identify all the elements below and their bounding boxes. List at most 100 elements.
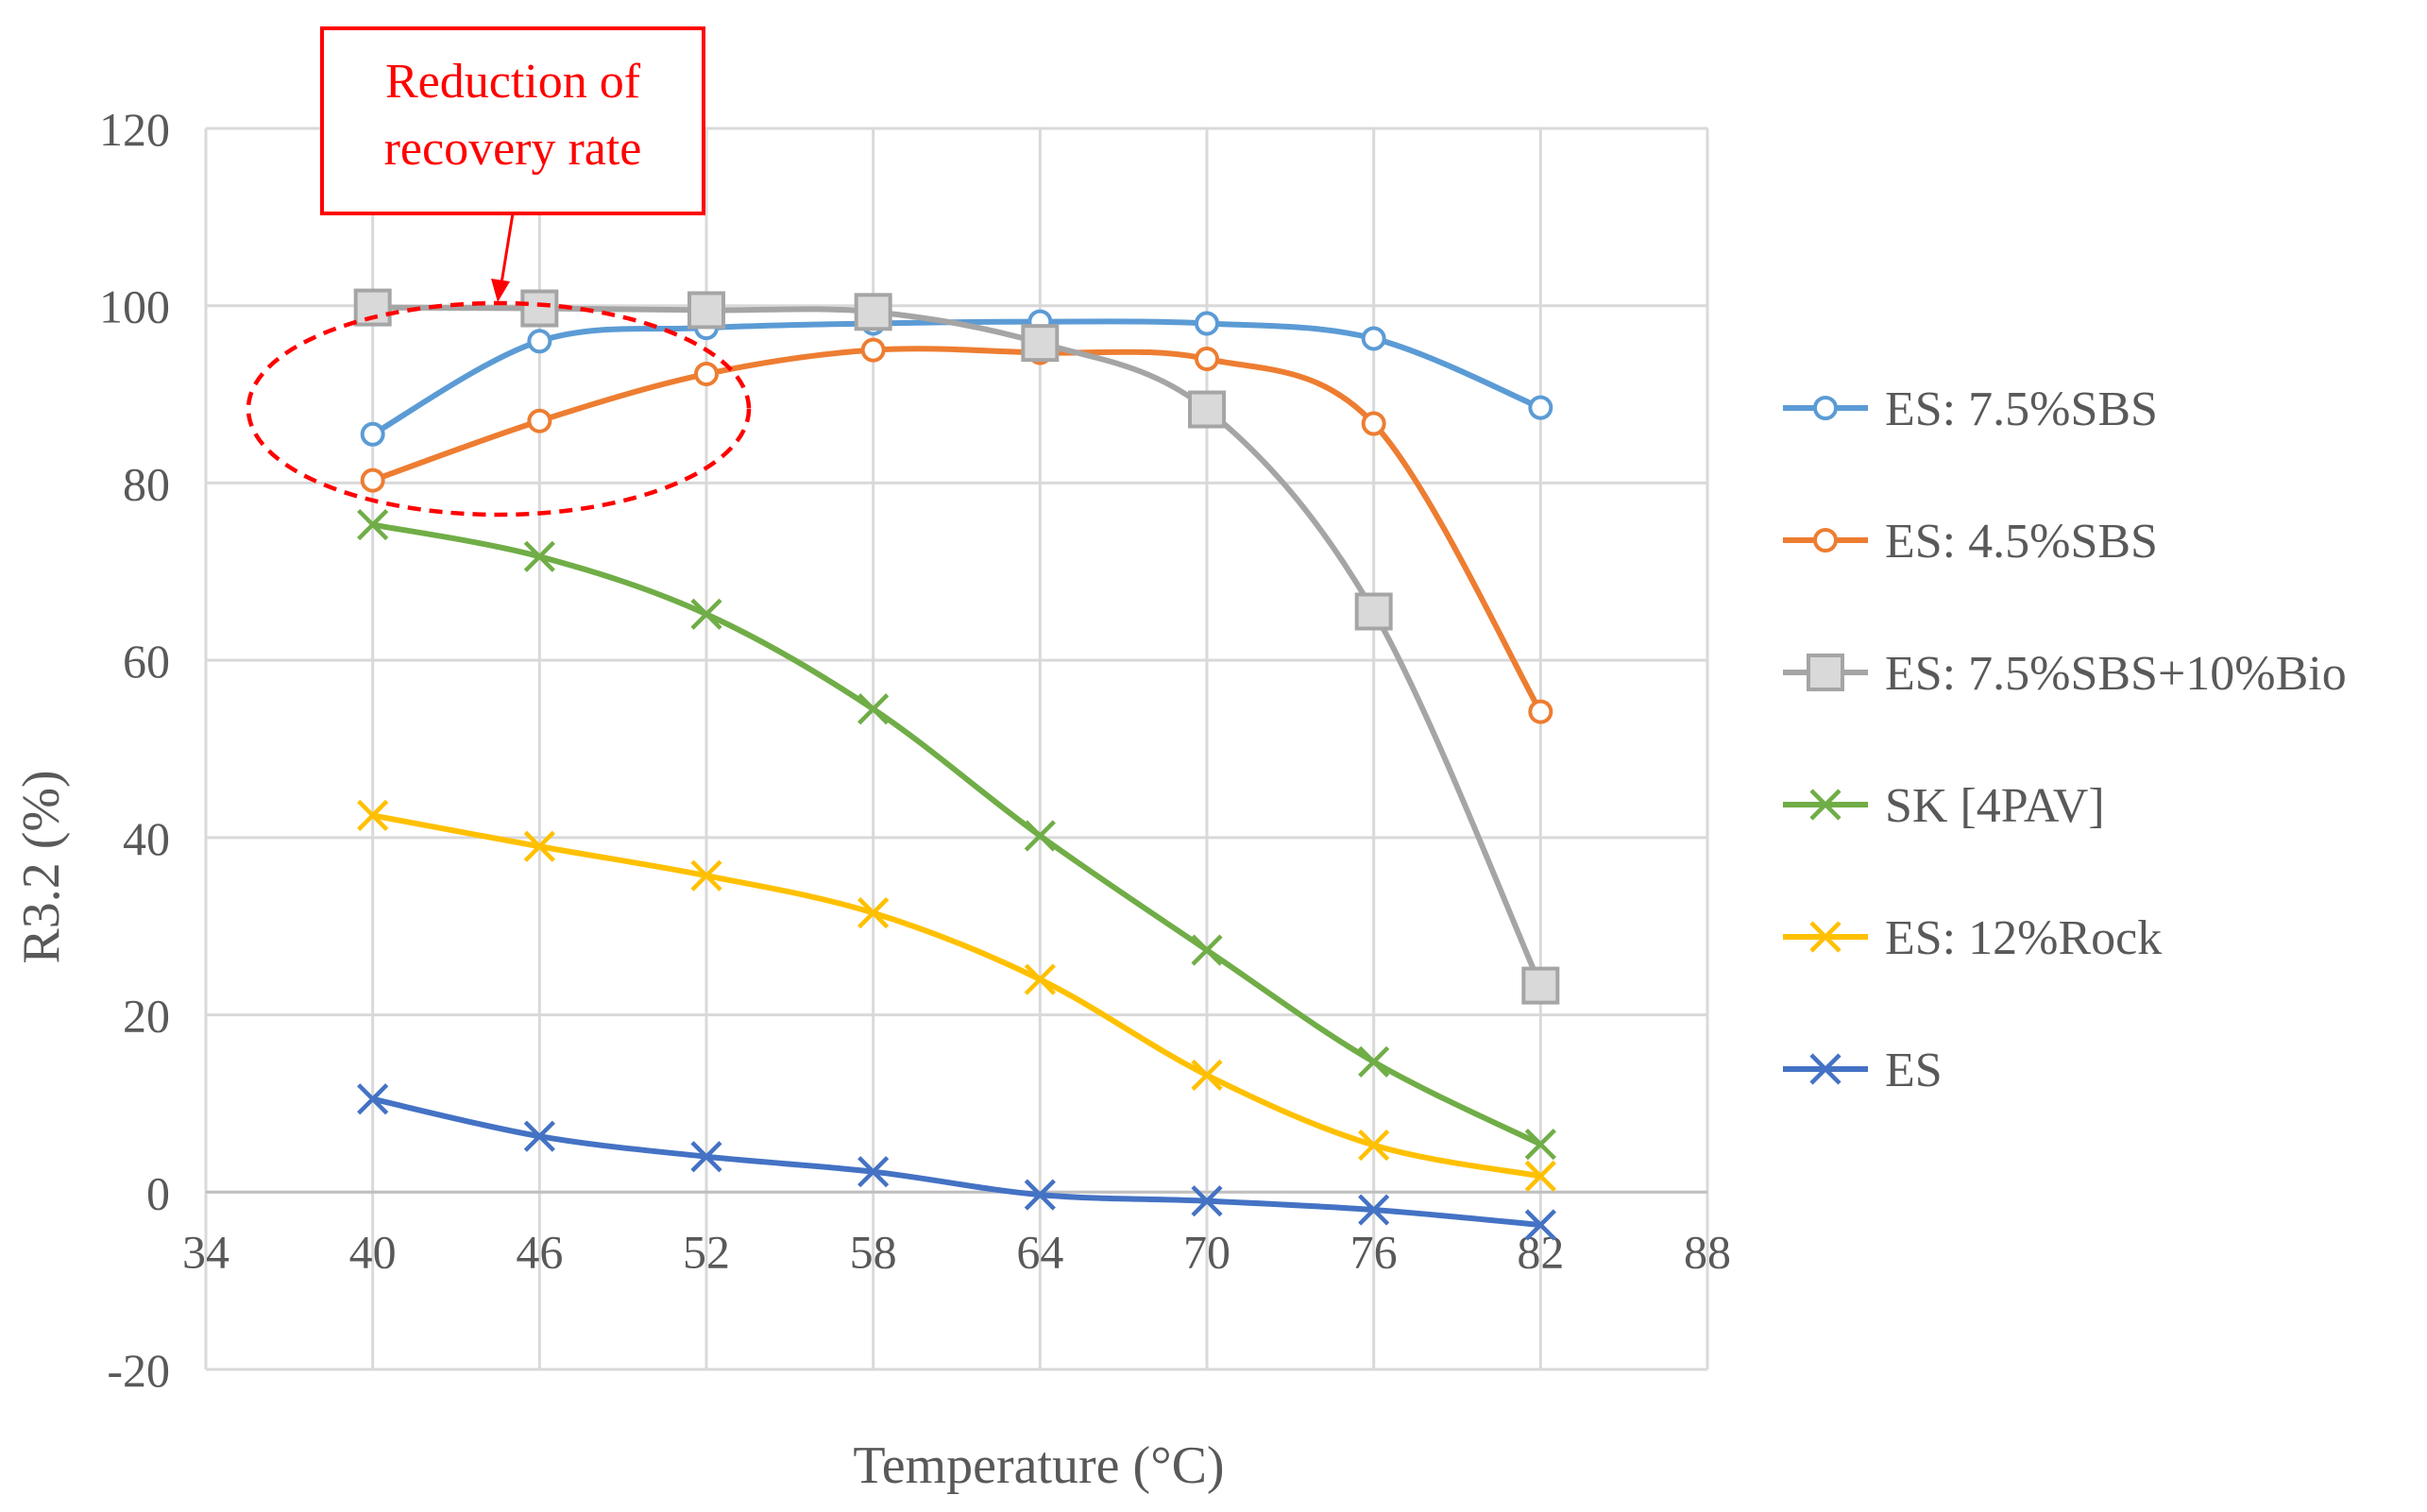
marker-stroke (1524, 1209, 1556, 1241)
x-tick-label: 52 (683, 1225, 730, 1278)
data-point (1191, 934, 1223, 966)
x-tick-label: 82 (1517, 1225, 1564, 1278)
marker-stroke (523, 1120, 555, 1152)
legend-label: ES (1885, 1044, 1943, 1097)
data-point (687, 291, 725, 330)
tick-labels: -20 0 20 40 60 80 100 120 34 40 46 52 58 64 70 76 82 88 (99, 103, 1731, 1397)
data-point (1358, 1129, 1390, 1162)
marker-stroke (690, 859, 722, 892)
marker-stroke (690, 1141, 722, 1173)
data-point (854, 293, 892, 331)
marker-stroke (1524, 1160, 1556, 1192)
series-line (369, 346, 1544, 715)
legend-item: ES: 4.5%SBS (1783, 515, 2158, 569)
annotation-arrow-head (491, 279, 510, 302)
y-tick-label: 80 (123, 457, 170, 510)
marker-stroke (857, 897, 890, 929)
legend-item: ES: 7.5%SBS (1783, 382, 2158, 436)
marker-stroke (690, 598, 722, 630)
series (353, 288, 1560, 1241)
data-point (1528, 395, 1553, 420)
data-point (1521, 966, 1560, 1005)
marker-stroke (1191, 934, 1223, 966)
marker-stroke (523, 830, 555, 862)
data-point (1354, 592, 1393, 631)
y-tick-label: 20 (123, 990, 170, 1043)
legend-swatch-marker (1807, 654, 1844, 691)
data-point (357, 508, 389, 541)
marker-stroke (1358, 1129, 1390, 1162)
data-point (1524, 1160, 1556, 1192)
annotation-arrow-shaft (500, 212, 515, 284)
annotation-text-line1: Reduction of (385, 55, 641, 109)
legend-label: ES: 4.5%SBS (1885, 515, 2158, 569)
marker-stroke (1809, 789, 1841, 821)
legend-label: SK [4PAV] (1885, 779, 2105, 833)
y-tick-label: 0 (146, 1166, 170, 1219)
data-point (520, 289, 559, 328)
data-point (1188, 390, 1226, 429)
data-point (1195, 347, 1219, 372)
data-point (857, 897, 890, 929)
data-point (527, 408, 552, 433)
data-point (360, 421, 385, 447)
data-point (523, 1120, 555, 1152)
data-point (1021, 324, 1060, 363)
legend-label: ES: 7.5%SBS+10%Bio (1885, 647, 2347, 701)
data-point (857, 1156, 890, 1188)
data-point (357, 799, 389, 831)
x-tick-label: 64 (1016, 1225, 1063, 1278)
legend-swatch-marker (1809, 1053, 1841, 1085)
data-point (360, 467, 385, 493)
data-point (353, 288, 392, 327)
data-point (1024, 820, 1056, 852)
y-tick-label: 120 (99, 103, 170, 156)
data-point (1195, 311, 1219, 336)
data-point (1524, 1209, 1556, 1241)
legend-label: ES: 12%Rock (1885, 911, 2162, 965)
data-point (1358, 1045, 1390, 1078)
data-point (694, 361, 719, 386)
data-point (1191, 1059, 1223, 1091)
annotation: Reduction of recovery rate (246, 26, 752, 518)
marker-stroke (1524, 1129, 1556, 1161)
y-tick-label: 40 (123, 812, 170, 865)
marker-stroke (1191, 1059, 1223, 1091)
series-5 (357, 1083, 1556, 1241)
data-point (357, 1083, 389, 1115)
series-4 (357, 799, 1556, 1192)
highlight-ellipse (246, 300, 752, 518)
data-point (1361, 326, 1386, 351)
legend-swatch-marker (1813, 528, 1838, 552)
data-point (523, 540, 555, 572)
x-tick-label: 70 (1183, 1225, 1230, 1278)
legend-label: ES: 7.5%SBS (1885, 382, 2158, 436)
series-2 (353, 288, 1560, 1005)
x-tick-label: 40 (349, 1225, 397, 1278)
data-point (857, 693, 890, 725)
annotation-text-line2: recovery rate (384, 122, 642, 176)
legend-swatch-marker (1809, 921, 1841, 953)
x-tick-label: 34 (182, 1225, 229, 1278)
data-point (1361, 411, 1386, 436)
series-line (369, 304, 1544, 989)
marker-stroke (1024, 1179, 1056, 1211)
data-point (690, 1141, 722, 1173)
marker-stroke (857, 693, 890, 725)
marker-stroke (357, 799, 389, 831)
x-axis-title: Temperature (°C) (853, 1436, 1224, 1495)
data-point (1191, 1185, 1223, 1217)
legend-item: ES: 12%Rock (1783, 911, 2162, 965)
legend-swatch-marker (1813, 396, 1838, 420)
annotation-box (320, 26, 705, 215)
series-1 (360, 337, 1553, 724)
series-3 (357, 508, 1556, 1161)
y-axis-title: R3.2 (%) (12, 770, 71, 963)
legend-item: SK [4PAV] (1783, 779, 2105, 833)
legend: ES: 7.5%SBS ES: 4.5%SBS ES: 7.5%SBS+10%Bio… (1783, 382, 2347, 1097)
data-point (690, 598, 722, 630)
y-tick-label: -20 (107, 1344, 170, 1397)
legend-item: ES: 7.5%SBS+10%Bio (1783, 647, 2347, 701)
